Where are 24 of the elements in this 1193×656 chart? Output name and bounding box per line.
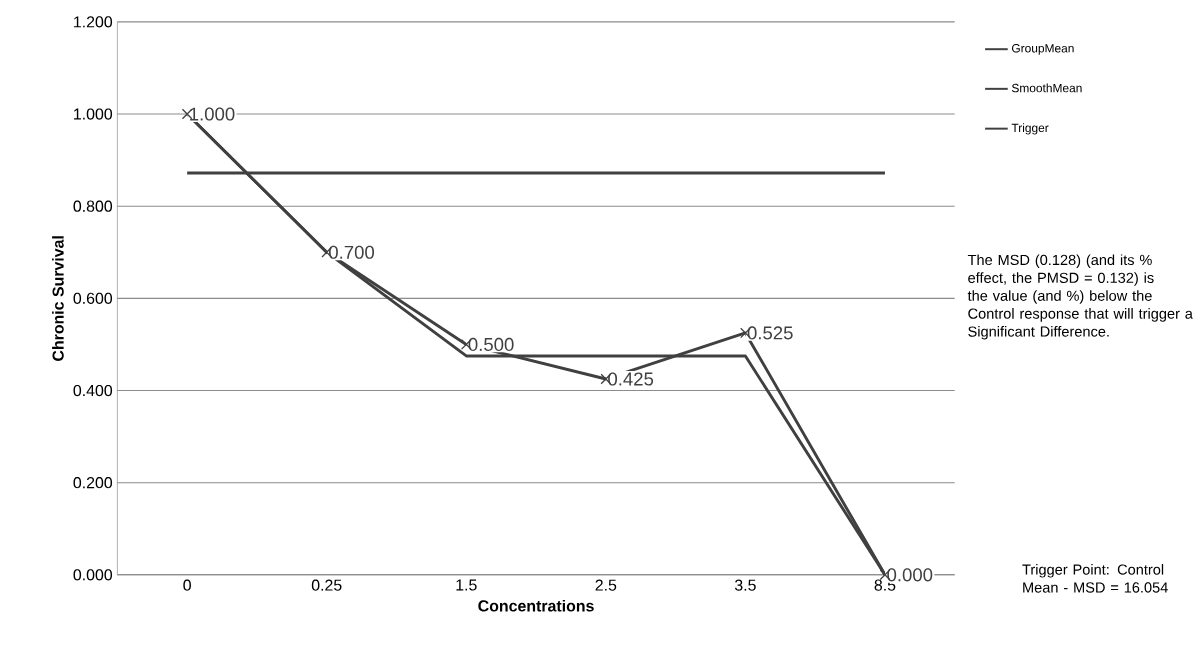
y-tick-label: 1.000 [74, 108, 113, 120]
legend-label: SmoothMean [1011, 83, 1082, 93]
y-tick-label: 0.600 [73, 292, 113, 304]
x-tick-label: 1.5 [456, 579, 477, 591]
x-tick-label: 2.5 [595, 579, 617, 591]
x-axis-title: Concentrations [478, 599, 594, 612]
y-tick-label: 0.200 [73, 476, 113, 489]
x-tick-label: 0.25 [311, 579, 342, 591]
y-tick-label: 1.200 [74, 16, 113, 28]
data-label: 1.000 [190, 107, 235, 121]
y-tick-label: 0.400 [73, 384, 113, 396]
y-tick-label: 0.000 [73, 569, 113, 581]
x-tick-label: 3.5 [734, 579, 756, 591]
text: Trigger Point: Control Mean - MSD = 16.054 [1022, 563, 1168, 593]
y-tick-label: 0.800 [73, 200, 113, 212]
legend-label: Trigger [1011, 123, 1049, 135]
x-tick-label: 0 [183, 579, 191, 591]
data-label: 0.500 [468, 337, 514, 351]
data-label: 0.425 [608, 372, 654, 386]
data-label: 0.700 [329, 245, 375, 259]
data-label: 0.525 [747, 326, 793, 340]
text: The MSD (0.128) (and its % effect, the PMSD = 0.132) is the value (and %) below the Control response that will trigger a Significant Difference. [967, 254, 1193, 340]
y-axis-title: Chronic Survival [52, 236, 64, 361]
legend-label: GroupMean [1011, 43, 1074, 55]
